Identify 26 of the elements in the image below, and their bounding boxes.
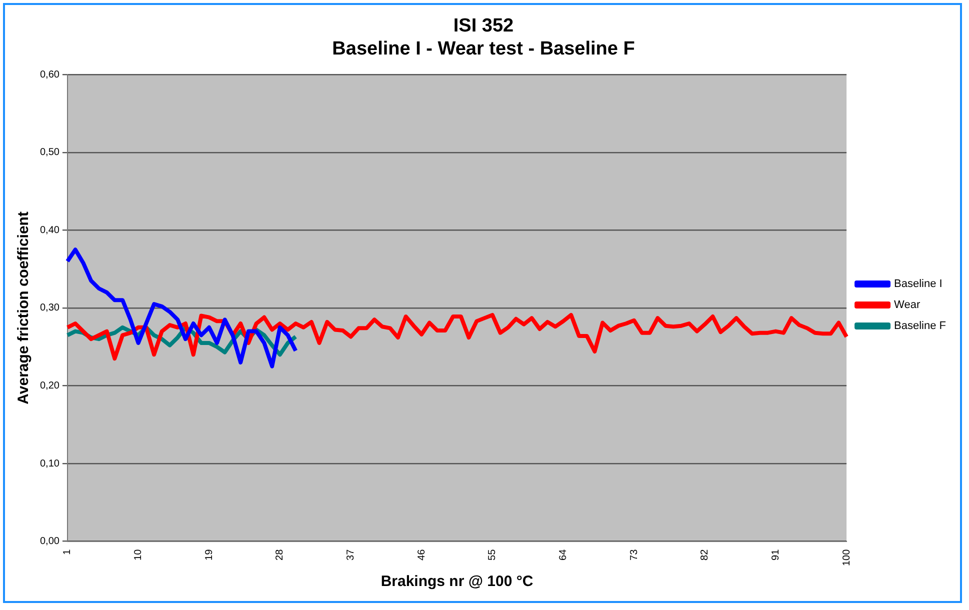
x-tick-label: 100 [841,548,852,566]
y-tick-label: 0,30 [40,302,60,314]
x-tick-label: 10 [133,548,144,560]
y-tick-label: 0,60 [40,69,60,80]
x-tick-label: 19 [204,548,215,560]
y-axis-title: Average friction coefficient [15,212,32,404]
x-tick-label: 64 [558,548,569,560]
x-tick-label: 1 [62,548,74,555]
x-tick-label: 37 [346,548,357,560]
x-tick-label: 73 [628,548,640,560]
legend-label: Baseline F [894,320,946,332]
x-axis-title: Brakings nr @ 100 °C [380,573,534,590]
y-tick-label: 0,40 [40,224,60,236]
x-tick-label: 91 [770,548,782,560]
y-tick-label: 0,20 [40,380,60,392]
x-tick-label: 82 [700,548,711,560]
legend-label: Wear [894,299,920,312]
x-tick-label: 46 [416,548,428,560]
y-tick-label: 0,10 [40,458,60,470]
x-tick-label: 55 [487,548,498,560]
y-tick-label: 0,50 [40,147,60,158]
text: ISI 352 [453,16,514,37]
x-tick-label: 28 [274,548,286,560]
y-tick-label: 0,00 [40,536,60,548]
text: Baseline I - Wear test - Baseline F [332,38,635,60]
legend-label: Baseline I [894,278,942,290]
